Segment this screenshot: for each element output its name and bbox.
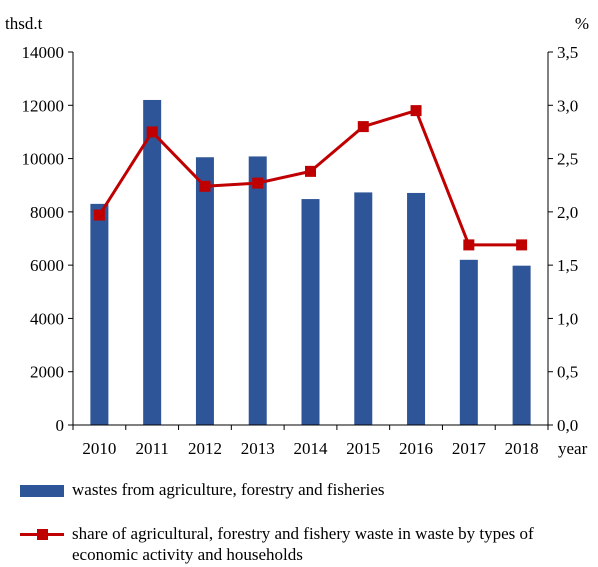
y-left-tick-label: 14000 <box>22 43 65 62</box>
bar <box>459 259 478 425</box>
legend-item-line: share of agricultural, forestry and fish… <box>20 523 595 565</box>
y-right-tick-label: 3,0 <box>557 96 578 115</box>
line-point <box>146 126 158 138</box>
y-right-tick-label: 1,0 <box>557 309 578 328</box>
bar <box>354 192 373 425</box>
line-series <box>93 105 528 251</box>
y-right-tick-label: 2,0 <box>557 203 578 222</box>
x-tick-label: 2011 <box>135 439 168 458</box>
y-right-tick-label: 0,5 <box>557 363 578 382</box>
line-point <box>93 209 105 221</box>
bar <box>195 157 214 425</box>
bar <box>143 99 162 425</box>
line-point <box>463 239 475 251</box>
line-point <box>199 180 211 192</box>
legend-label-bars: wastes from agriculture, forestry and fi… <box>72 480 385 499</box>
x-tick-label: 2014 <box>294 439 329 458</box>
x-tick-label: 2017 <box>452 439 487 458</box>
bar <box>512 265 531 425</box>
legend-label-line: share of agricultural, forestry and fish… <box>72 524 534 564</box>
line-point <box>516 239 528 251</box>
y-left-tick-label: 8000 <box>30 203 64 222</box>
y-right-tick-label: 2,5 <box>557 150 578 169</box>
y-right-tick-label: 3,5 <box>557 43 578 62</box>
x-tick-label: 2010 <box>82 439 116 458</box>
x-tick-label: 2016 <box>399 439 433 458</box>
y-left-tick-label: 4000 <box>30 309 64 328</box>
bar <box>407 192 426 425</box>
y-left-tick-label: 10000 <box>22 150 65 169</box>
line-point <box>410 105 422 117</box>
x-tick-label: 2018 <box>505 439 539 458</box>
bar <box>301 199 320 425</box>
legend-swatch-line <box>20 524 64 544</box>
y-right-tick-label: 0,0 <box>557 416 578 435</box>
y-left-tick-label: 6000 <box>30 256 64 275</box>
line-point <box>357 121 369 133</box>
bar <box>248 156 267 425</box>
y-right-tick-label: 1,5 <box>557 256 578 275</box>
combo-chart: 0 0,0 2000 0,5 4000 1,0 6000 1,5 8000 2,0 10000 2,5… <box>5 14 589 458</box>
line-point <box>305 165 316 177</box>
bar <box>90 203 109 425</box>
x-tick-label: 2012 <box>188 439 222 458</box>
legend-swatch-bar <box>20 485 64 497</box>
y-left-axis-title: thsd.t <box>5 14 43 33</box>
x-axis-title: year <box>558 439 588 458</box>
legend-item-bars: wastes from agriculture, forestry and fi… <box>20 479 385 500</box>
bar-series <box>90 99 531 425</box>
x-tick-label: 2015 <box>346 439 380 458</box>
y-left-tick-label: 0 <box>56 416 65 435</box>
line-point <box>252 177 264 189</box>
axes: 0 0,0 2000 0,5 4000 1,0 6000 1,5 8000 2,0 10000 2,5… <box>22 43 579 458</box>
y-left-tick-label: 12000 <box>22 96 65 115</box>
y-left-tick-label: 2000 <box>30 363 64 382</box>
x-tick-label: 2013 <box>241 439 275 458</box>
y-right-axis-title: % <box>575 14 589 33</box>
